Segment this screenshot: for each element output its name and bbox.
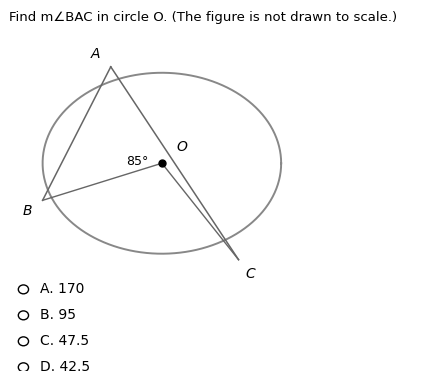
Text: B: B <box>23 204 32 218</box>
Text: O: O <box>177 140 188 154</box>
Text: B. 95: B. 95 <box>40 308 77 322</box>
Text: A: A <box>91 47 100 61</box>
Text: D. 42.5: D. 42.5 <box>40 360 91 371</box>
Text: C. 47.5: C. 47.5 <box>40 334 89 348</box>
Text: 85°: 85° <box>126 155 148 168</box>
Text: A. 170: A. 170 <box>40 282 85 296</box>
Text: Find m∠BAC in circle O. (The figure is not drawn to scale.): Find m∠BAC in circle O. (The figure is n… <box>9 11 397 24</box>
Text: C: C <box>245 267 255 281</box>
